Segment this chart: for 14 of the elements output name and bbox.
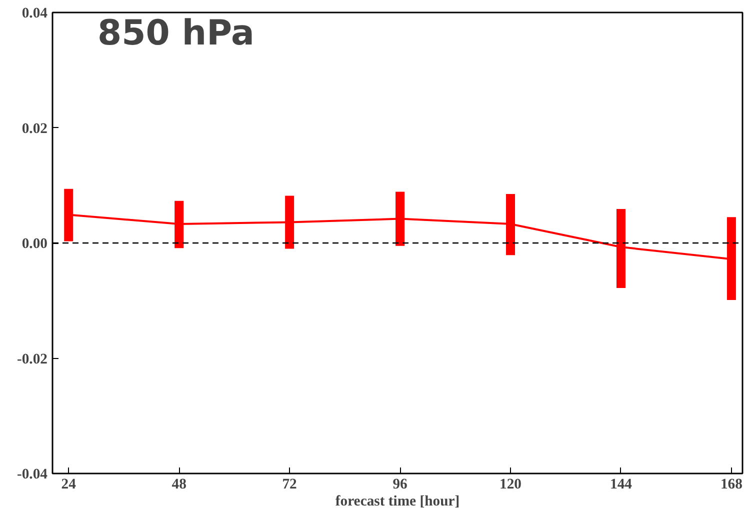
x-tick-label: 144 bbox=[610, 476, 633, 492]
y-tick-label: 0.02 bbox=[22, 120, 48, 137]
x-tick-label: 168 bbox=[720, 476, 742, 492]
x-tick-label: 96 bbox=[392, 476, 408, 492]
x-tick-label: 48 bbox=[172, 476, 186, 492]
x-axis-title: forecast time [hour] bbox=[335, 494, 460, 510]
y-tick-label: -0.02 bbox=[16, 351, 48, 368]
y-tick-label: -0.04 bbox=[16, 466, 48, 482]
x-tick-label: 24 bbox=[61, 476, 77, 492]
y-tick-label: 0.00 bbox=[22, 236, 48, 252]
annotation: 850 hPa bbox=[98, 14, 254, 54]
y-tick-label: 0.04 bbox=[22, 6, 48, 22]
x-tick-label: 72 bbox=[282, 476, 297, 492]
x-tick-label: 120 bbox=[500, 476, 522, 492]
